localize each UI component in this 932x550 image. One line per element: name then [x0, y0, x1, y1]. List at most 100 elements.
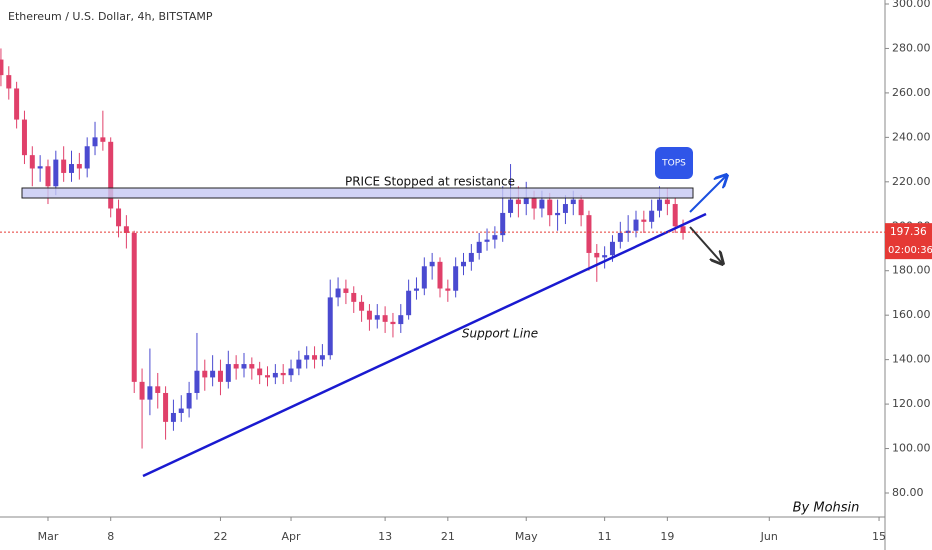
y-tick-label: 120.00 [892, 397, 931, 410]
candle-body [445, 288, 451, 291]
candle-body [570, 199, 576, 205]
candle-body [280, 372, 286, 376]
candle-body [586, 215, 592, 253]
candle-body [84, 146, 90, 169]
candle-body [69, 164, 75, 173]
x-tick-label: Apr [282, 530, 302, 543]
candle-body [359, 301, 365, 311]
candle-body [53, 159, 59, 187]
tops-label: TOPS [661, 159, 686, 169]
candle-body [539, 199, 545, 209]
candle-body [123, 226, 129, 233]
candle-body [437, 261, 443, 289]
candle-body [249, 364, 255, 369]
candle-body [594, 252, 600, 258]
last-price-label: 197.36 [890, 226, 927, 238]
candle-body [649, 210, 655, 222]
y-tick-label: 140.00 [892, 353, 931, 366]
x-tick-label: Jun [760, 530, 778, 543]
candle-body [343, 288, 349, 293]
candle-body [61, 159, 67, 173]
candle-body [413, 288, 419, 291]
candle-body [664, 199, 670, 205]
y-tick-label: 300.00 [892, 0, 931, 10]
candle-body [210, 370, 216, 378]
candle-body [555, 212, 561, 216]
candle-body [406, 290, 412, 316]
candle-body [29, 155, 35, 169]
candle-body [327, 297, 333, 356]
candle-body [116, 208, 122, 227]
candle-body [531, 197, 537, 209]
x-tick-label: 22 [213, 530, 227, 543]
candle-body [155, 386, 161, 393]
candle-body [382, 315, 388, 322]
y-tick-label: 260.00 [892, 86, 931, 99]
candle-body [14, 88, 20, 120]
candle-body [672, 204, 678, 227]
candle-body [335, 288, 341, 298]
candle-body [319, 355, 325, 360]
chart-title: Ethereum / U.S. Dollar, 4h, BITSTAMP [8, 10, 213, 23]
candle-body [163, 392, 169, 422]
candle-body [131, 232, 137, 382]
candle-body [241, 364, 247, 369]
candle-body [374, 315, 380, 320]
candle-body [37, 166, 43, 169]
x-tick-label: May [515, 530, 538, 543]
candle-body [108, 141, 114, 209]
candle-body [421, 266, 427, 289]
candle-body [398, 315, 404, 325]
candle-body [515, 199, 521, 205]
candle-body [523, 197, 529, 205]
candle-body [225, 364, 231, 382]
candle-body [178, 408, 184, 413]
candle-body [296, 359, 302, 369]
up-arrow [689, 176, 726, 213]
y-tick-label: 80.00 [892, 486, 924, 499]
candle-body [139, 381, 145, 400]
candle-body [194, 370, 200, 393]
candle-body [272, 372, 278, 378]
candle-body [641, 219, 647, 222]
candle-body [186, 392, 192, 409]
candle-body [257, 368, 263, 376]
candle-body [617, 232, 623, 242]
candle-body [45, 166, 51, 187]
x-tick-label: 15 [872, 530, 886, 543]
candle-body [547, 199, 553, 216]
candle-body [76, 164, 82, 169]
candle-body [265, 375, 271, 378]
down-arrow [689, 226, 722, 263]
candle-body [217, 370, 223, 382]
resistance-zone [21, 187, 694, 199]
candle-body [657, 199, 663, 211]
candle-body [609, 241, 615, 256]
candle-body [680, 226, 686, 233]
candles [0, 48, 686, 449]
candle-body [633, 219, 639, 231]
y-tick-label: 180.00 [892, 264, 931, 277]
candle-body [602, 255, 608, 258]
candle-body [170, 412, 176, 422]
x-tick-label: 13 [378, 530, 392, 543]
candle-body [233, 364, 239, 369]
candle-body [21, 119, 27, 156]
x-tick-label: 8 [107, 530, 114, 543]
candle-body [578, 199, 584, 216]
candle-body [390, 321, 396, 325]
y-tick-label: 240.00 [892, 130, 931, 143]
candle-body [484, 239, 490, 242]
candle-body [6, 75, 12, 89]
candle-body [492, 235, 498, 240]
x-tick-label: 21 [441, 530, 455, 543]
candle-body [366, 310, 372, 320]
candle-body [562, 204, 568, 213]
candle-body [312, 355, 318, 360]
countdown-label: 02:00:36 [888, 245, 932, 256]
tops-callout [655, 147, 693, 179]
candle-body [92, 137, 98, 147]
y-tick-label: 100.00 [892, 442, 931, 455]
y-tick-label: 160.00 [892, 308, 931, 321]
